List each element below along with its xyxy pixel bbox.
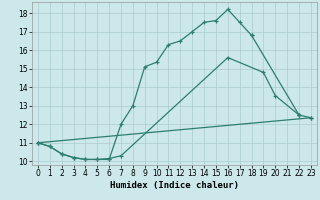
X-axis label: Humidex (Indice chaleur): Humidex (Indice chaleur) [110, 181, 239, 190]
